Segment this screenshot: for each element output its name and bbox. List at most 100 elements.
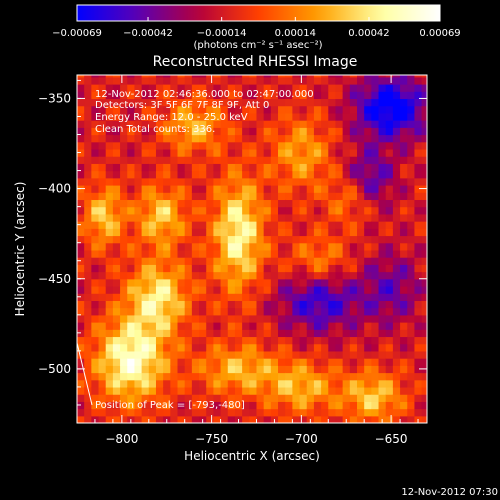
heatmap-cell [249, 177, 258, 186]
x-axis: −800 −750 −700 −650 [76, 75, 419, 446]
heatmap-cell [335, 213, 344, 222]
heatmap-cell [77, 322, 85, 330]
heatmap-cell [206, 336, 215, 345]
heatmap-cell [77, 192, 85, 201]
heatmap-cell [364, 401, 372, 410]
heatmap-cell [371, 343, 380, 352]
heatmap-cell [335, 415, 344, 423]
heatmap-cell [134, 394, 143, 402]
heatmap-cell [184, 372, 193, 381]
heatmap-cell [392, 127, 401, 136]
heatmap-cell [378, 127, 387, 136]
heatmap-cell [414, 322, 423, 330]
heatmap-cell [98, 141, 107, 150]
heatmap-cell [177, 278, 186, 287]
heatmap-cell [177, 221, 186, 229]
heatmap-cell [292, 156, 301, 164]
heatmap-cell [84, 235, 92, 244]
heatmap-cell [163, 91, 171, 100]
heatmap-cell [213, 314, 222, 323]
heatmap-cell [163, 148, 171, 157]
heatmap-cell [414, 206, 423, 215]
heatmap-cell [371, 228, 380, 237]
heatmap-cell [148, 336, 157, 345]
heatmap-cell [134, 184, 143, 193]
heatmap-cell [328, 300, 337, 309]
heatmap-cell [84, 401, 92, 410]
heatmap-cell [177, 112, 186, 121]
heatmap-cell [249, 242, 258, 251]
heatmap-cell [342, 120, 351, 128]
heatmap-cell [127, 314, 136, 323]
heatmap-cell [98, 148, 107, 157]
heatmap-cell [227, 112, 236, 121]
heatmap-cell [141, 257, 150, 265]
heatmap-cell [199, 379, 207, 388]
heatmap-cell [335, 394, 344, 402]
heatmap-cell [242, 120, 250, 128]
heatmap-cell [321, 228, 329, 237]
heatmap-cell [414, 300, 423, 309]
heatmap-cell [270, 307, 279, 316]
heatmap-cell [191, 91, 200, 100]
heatmap-cell [134, 372, 143, 381]
heatmap-cell [105, 228, 114, 237]
heatmap-cell [127, 278, 136, 287]
heatmap-cell [91, 156, 100, 164]
heatmap-cell [357, 75, 365, 78]
heatmap-cell [112, 329, 121, 338]
heatmap-cell [227, 76, 236, 85]
heatmap-cell [141, 379, 150, 388]
heatmap-cell [170, 120, 179, 128]
heatmap-cell [184, 84, 193, 92]
heatmap-cell [285, 307, 293, 316]
heatmap-cell [306, 372, 315, 381]
heatmap-cell [127, 228, 136, 237]
heatmap-cell [263, 141, 272, 150]
heatmap-cell [163, 322, 171, 330]
heatmap-cell [364, 156, 372, 164]
heatmap-cell [206, 249, 215, 258]
heatmap-cell [321, 386, 329, 395]
heatmap-cell [234, 343, 243, 352]
heatmap-cell [371, 112, 380, 121]
heatmap-cell [313, 170, 322, 179]
heatmap-cell [342, 336, 351, 345]
heatmap-cell [385, 264, 394, 273]
heatmap-cell [105, 300, 114, 309]
heatmap-cell [306, 271, 315, 280]
heatmap-cell [421, 105, 427, 114]
heatmap-cell [170, 365, 179, 374]
heatmap-cell [177, 300, 186, 309]
heatmap-cell [163, 199, 171, 208]
heatmap-cell [227, 300, 236, 309]
heatmap-cell [256, 300, 265, 309]
heatmap-cell [177, 307, 186, 316]
heatmap-cell [371, 264, 380, 273]
heatmap-cell [213, 206, 222, 215]
heatmap-cell [357, 242, 365, 251]
heatmap-cell [313, 221, 322, 229]
heatmap-cell [191, 235, 200, 244]
heatmap-cell [400, 120, 408, 128]
heatmap-cell [328, 264, 337, 273]
heatmap-cell [84, 350, 92, 359]
heatmap-cell [105, 249, 114, 258]
heatmap-cell [141, 350, 150, 359]
heatmap-cell [242, 293, 250, 301]
heatmap-cell [306, 365, 315, 374]
heatmap-cell [184, 249, 193, 258]
heatmap-cell [342, 307, 351, 316]
heatmap-cell [385, 184, 394, 193]
heatmap-cell [392, 257, 401, 265]
heatmap-cell [220, 148, 229, 157]
heatmap-cell [77, 75, 85, 78]
heatmap-cell [421, 285, 427, 294]
heatmap-cell [263, 84, 272, 92]
heatmap-cell [335, 358, 344, 366]
heatmap-cell [349, 141, 358, 150]
heatmap-cell [335, 148, 344, 157]
heatmap-cell [321, 120, 329, 128]
heatmap-cell [127, 163, 136, 172]
heatmap-cell [206, 84, 215, 92]
